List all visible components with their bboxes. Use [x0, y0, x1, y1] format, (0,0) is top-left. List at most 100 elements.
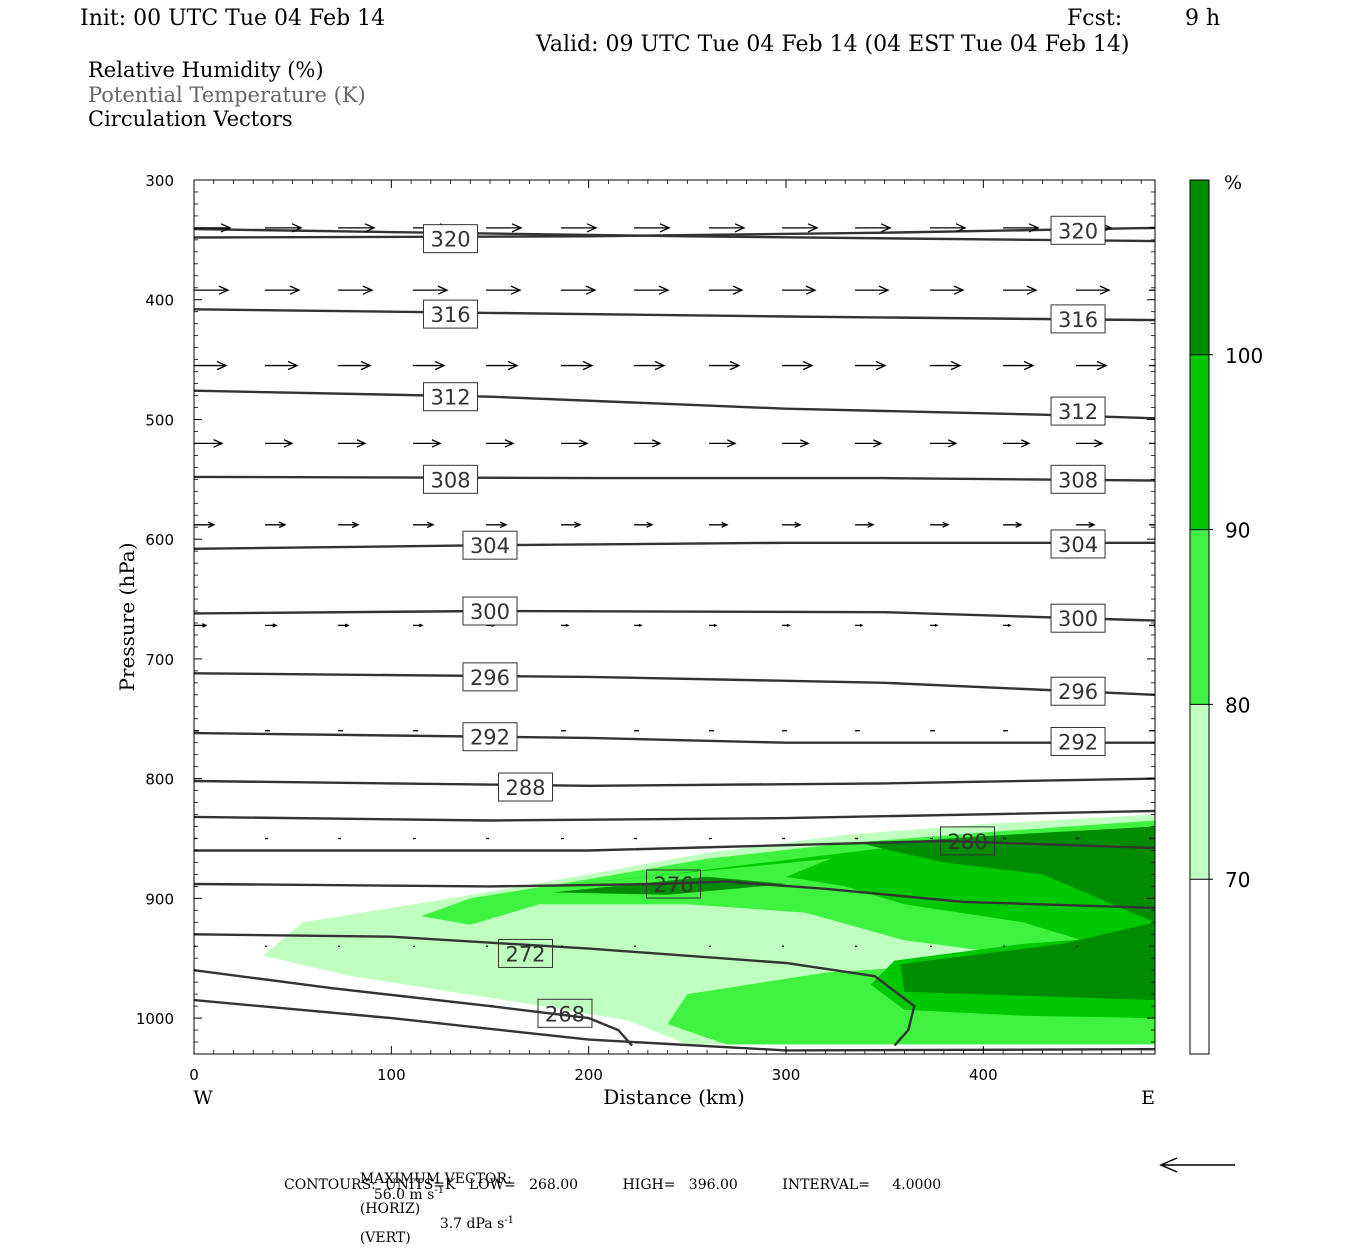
theta-label-316-0: 316 [423, 299, 479, 329]
theta-contour-268-14 [194, 969, 633, 1047]
theta-label-308-0: 308 [423, 464, 479, 494]
legend-circulation-vectors: Circulation Vectors [88, 107, 293, 131]
vector-r3-c7 [709, 439, 737, 448]
colorbar-label-70: 70 [1225, 868, 1250, 892]
forecast-hour-label: Fcst: [1067, 6, 1123, 31]
theta-label-304-1: 304 [1050, 529, 1106, 559]
vector-r2-c10 [930, 360, 962, 371]
svg-text:316: 316 [430, 303, 470, 327]
theta-label-296-0: 296 [462, 662, 518, 692]
colorbar-segment-0 [1190, 879, 1209, 1054]
theta-label-280-0: 280 [940, 826, 996, 856]
vector-r3-c6 [634, 439, 662, 448]
vector-r2-c13 [1149, 364, 1155, 367]
theta-label-288-0: 288 [498, 772, 554, 802]
vector-r0-c9 [855, 223, 892, 233]
vector-r2-c7 [709, 360, 741, 371]
cross-section-figure: Init: 00 UTC Tue 04 Feb 14 Fcst: 9 h Val… [80, 6, 1263, 1246]
vector-r3-c4 [486, 439, 515, 448]
svg-text:316: 316 [1058, 308, 1098, 332]
vector-r5-c8 [782, 623, 791, 627]
vector-r4-c6 [634, 521, 654, 528]
vector-r0-c0 [194, 223, 232, 233]
vector-r4-c10 [930, 521, 950, 528]
max-vector-horiz-exp: -1 [434, 1185, 445, 1196]
theta-label-304-0: 304 [462, 530, 518, 560]
y-tick-label-300: 300 [145, 172, 174, 190]
vector-r4-c12 [1076, 521, 1096, 528]
colorbar-unit: % [1224, 172, 1242, 194]
vector-r4-c11 [1003, 521, 1023, 528]
theta-label-320-0: 320 [423, 224, 479, 254]
x-tick-label-100: 100 [377, 1066, 406, 1084]
colorbar: 70 80 90 100% [1189, 172, 1263, 1055]
vector-r4-c1 [265, 521, 287, 529]
svg-text:296: 296 [1058, 680, 1098, 704]
x-tick-label-200: 200 [574, 1066, 603, 1084]
vector-r4-c0 [194, 521, 216, 529]
vector-r2-c3 [413, 360, 446, 371]
y-tick-label-500: 500 [145, 411, 174, 429]
x-axis-label: Distance (km) [603, 1085, 745, 1109]
colorbar-segment-3 [1190, 354, 1209, 530]
x-tick-label-400: 400 [969, 1066, 998, 1084]
vector-r0-c5 [561, 223, 598, 233]
vector-r1-c5 [561, 285, 597, 295]
theta-label-272-0: 272 [498, 938, 554, 968]
vector-r2-c9 [855, 360, 887, 371]
contours-line: CONTOURS: UNITS=K LOW= 268.00 HIGH= 396.… [284, 1177, 942, 1193]
svg-text:300: 300 [1058, 607, 1098, 631]
vector-r3-c0 [194, 439, 224, 448]
axes: 300 400 500 600 700 800 900 1000 0 100 200 300 400 W E… [115, 172, 1155, 1109]
theta-contour-300-6 [194, 609, 1155, 622]
svg-text:296: 296 [470, 666, 510, 690]
svg-text:308: 308 [430, 468, 470, 492]
max-vector-horiz-tag: (HORIZ) [359, 1200, 421, 1217]
colorbar-segment-4 [1190, 180, 1209, 355]
valid-time: Valid: 09 UTC Tue 04 Feb 14 (04 EST Tue … [536, 32, 1130, 57]
svg-text:292: 292 [1058, 731, 1098, 755]
theta-label-292-0: 292 [462, 722, 518, 752]
x-end-label-east: E [1141, 1087, 1155, 1109]
vector-r4-c9 [855, 521, 875, 528]
x-tick-label-0: 0 [189, 1066, 199, 1084]
max-vector-prefix: MAXIMUM VECTOR: [359, 1171, 512, 1187]
vector-r0-c2 [338, 223, 376, 233]
vector-r0-c6 [634, 223, 671, 233]
theta-label-320-1: 320 [1050, 215, 1106, 245]
theta-contour-272-13 [194, 933, 916, 1047]
vector-r2-c0 [194, 360, 228, 371]
vector-r2-c1 [265, 360, 299, 371]
max-vector-vert-tag: (VERT) [359, 1230, 411, 1247]
rh-band-100-5 [864, 826, 1155, 1001]
vector-r5-c1 [265, 623, 278, 628]
theta-label-300-1: 300 [1050, 603, 1106, 633]
svg-text:268: 268 [545, 1002, 585, 1026]
colorbar-frame [1189, 179, 1210, 1055]
vector-r5-c0 [194, 623, 208, 628]
reference-vector-head [1159, 1157, 1178, 1173]
vector-r0-c8 [782, 223, 819, 233]
theta-contour-292-8 [194, 731, 1155, 744]
theta-contour-280-11 [194, 839, 1155, 852]
vector-r1-c1 [265, 285, 301, 295]
colorbar-segment-1 [1190, 704, 1209, 880]
vector-r2-c2 [338, 360, 372, 371]
theta-contour-276-12 [194, 880, 1155, 910]
vector-r2-c11 [1003, 360, 1035, 371]
vector-r4-c5 [561, 521, 582, 528]
vector-r1-c6 [634, 285, 670, 295]
vector-r3-c12 [1076, 439, 1104, 448]
vector-r4-c7 [709, 521, 729, 528]
vector-r4-c8 [782, 521, 802, 528]
y-tick-label-800: 800 [145, 771, 174, 789]
vector-r5-c11 [1003, 623, 1012, 627]
colorbar-label-100: 100 [1225, 344, 1263, 368]
vector-r3-c5 [561, 439, 589, 448]
theta-label-276-0: 276 [646, 869, 702, 899]
colorbar-segment-2 [1190, 529, 1209, 705]
theta-contour-284-10 [194, 809, 1155, 822]
theta-contour-308-4 [194, 475, 1155, 482]
vector-r0-c11 [1003, 223, 1040, 233]
y-tick-label-1000: 1000 [136, 1010, 174, 1028]
